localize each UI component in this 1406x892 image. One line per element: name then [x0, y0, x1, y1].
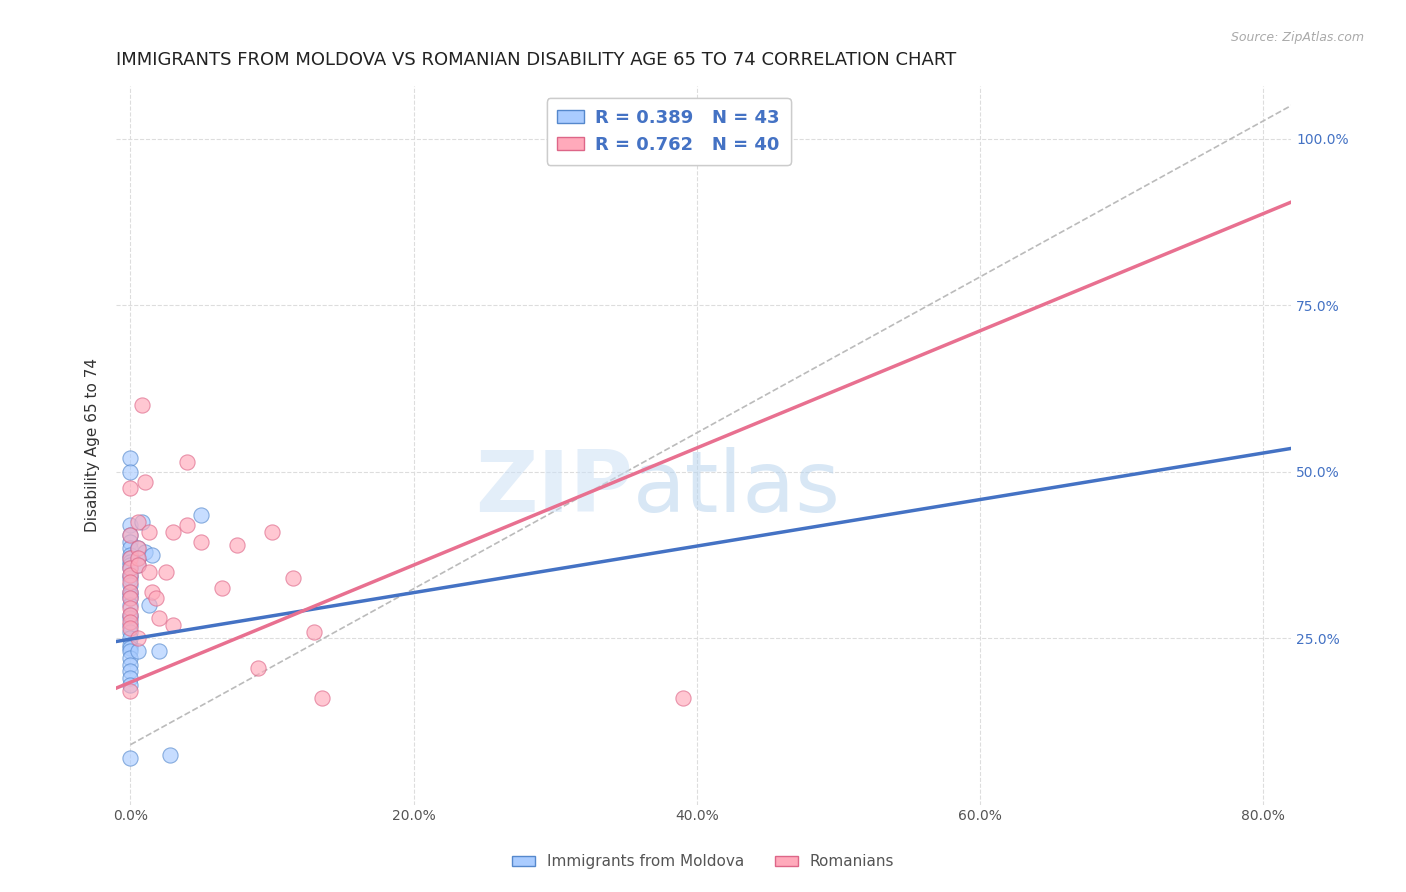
Point	[120, 588, 142, 602]
Point	[120, 528, 142, 542]
Point	[176, 455, 198, 469]
Point	[120, 611, 142, 625]
Point	[127, 644, 149, 658]
Point	[127, 551, 149, 566]
Point	[311, 691, 333, 706]
Text: Source: ZipAtlas.com: Source: ZipAtlas.com	[1230, 31, 1364, 45]
Point	[155, 565, 177, 579]
Point	[131, 515, 153, 529]
Point	[127, 541, 149, 556]
Text: IMMIGRANTS FROM MOLDOVA VS ROMANIAN DISABILITY AGE 65 TO 74 CORRELATION CHART: IMMIGRANTS FROM MOLDOVA VS ROMANIAN DISA…	[117, 51, 956, 69]
Point	[159, 747, 181, 762]
Point	[120, 541, 142, 556]
Point	[120, 641, 142, 656]
Point	[120, 601, 142, 615]
Point	[162, 524, 184, 539]
Point	[120, 578, 142, 592]
Y-axis label: Disability Age 65 to 74: Disability Age 65 to 74	[86, 358, 100, 532]
Point	[120, 528, 142, 542]
Point	[120, 607, 142, 622]
Point	[120, 621, 142, 635]
Point	[225, 538, 247, 552]
Text: ZIP: ZIP	[475, 447, 633, 530]
Point	[120, 631, 142, 645]
Point	[120, 551, 142, 566]
Point	[138, 524, 160, 539]
Point	[120, 615, 142, 629]
Point	[120, 574, 142, 589]
Point	[127, 551, 149, 566]
Point	[131, 398, 153, 412]
Point	[120, 684, 142, 698]
Legend: R = 0.389   N = 43, R = 0.762   N = 40: R = 0.389 N = 43, R = 0.762 N = 40	[547, 98, 790, 165]
Point	[141, 548, 163, 562]
Point	[120, 591, 142, 606]
Point	[211, 581, 233, 595]
Point	[120, 584, 142, 599]
Point	[120, 598, 142, 612]
Point	[176, 518, 198, 533]
Point	[120, 617, 142, 632]
Point	[148, 644, 170, 658]
Point	[120, 591, 142, 606]
Point	[148, 611, 170, 625]
Point	[120, 481, 142, 495]
Point	[190, 508, 212, 522]
Point	[120, 551, 142, 566]
Legend: Immigrants from Moldova, Romanians: Immigrants from Moldova, Romanians	[506, 848, 900, 875]
Point	[120, 638, 142, 652]
Point	[671, 691, 693, 706]
Point	[246, 661, 269, 675]
Point	[138, 598, 160, 612]
Point	[120, 678, 142, 692]
Point	[145, 591, 167, 606]
Point	[127, 515, 149, 529]
Point	[127, 631, 149, 645]
Point	[120, 665, 142, 679]
Point	[120, 671, 142, 685]
Point	[120, 751, 142, 765]
Point	[120, 555, 142, 569]
Point	[120, 465, 142, 479]
Point	[134, 475, 156, 489]
Point	[120, 644, 142, 658]
Point	[260, 524, 283, 539]
Point	[162, 617, 184, 632]
Point	[120, 568, 142, 582]
Point	[283, 571, 305, 585]
Point	[120, 451, 142, 466]
Point	[120, 571, 142, 585]
Point	[120, 561, 142, 575]
Point	[138, 565, 160, 579]
Point	[141, 584, 163, 599]
Point	[127, 558, 149, 572]
Point	[728, 128, 751, 143]
Point	[120, 651, 142, 665]
Point	[120, 568, 142, 582]
Point	[120, 584, 142, 599]
Point	[120, 607, 142, 622]
Point	[120, 534, 142, 549]
Point	[120, 624, 142, 639]
Point	[120, 657, 142, 672]
Point	[127, 541, 149, 556]
Point	[127, 558, 149, 572]
Text: atlas: atlas	[633, 447, 841, 530]
Point	[134, 544, 156, 558]
Point	[120, 558, 142, 572]
Point	[120, 518, 142, 533]
Point	[190, 534, 212, 549]
Point	[304, 624, 326, 639]
Point	[120, 561, 142, 575]
Point	[120, 548, 142, 562]
